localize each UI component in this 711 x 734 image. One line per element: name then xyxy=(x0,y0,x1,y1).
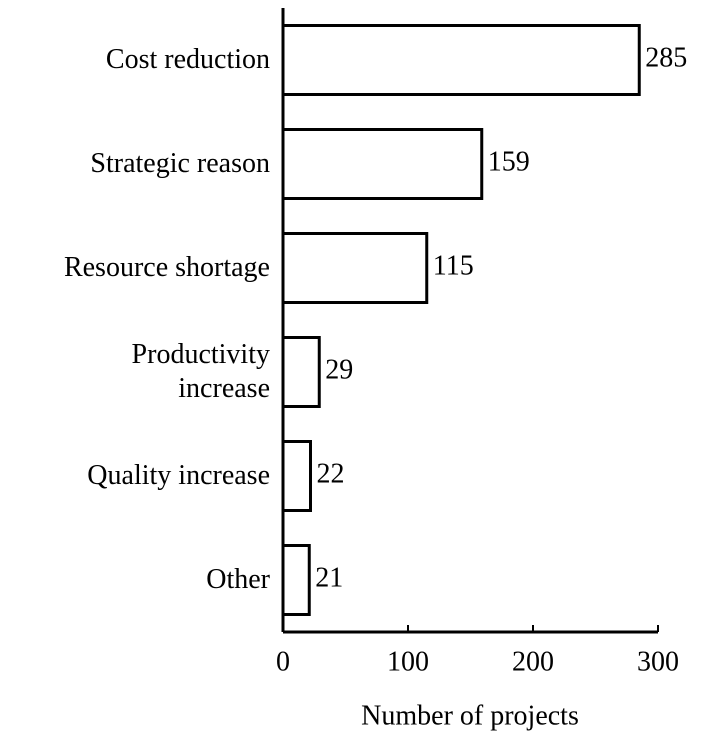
bar xyxy=(281,24,641,96)
value-label: 29 xyxy=(325,354,353,385)
bar xyxy=(281,544,311,616)
y-tick-label: Quality increase xyxy=(87,460,270,491)
y-tick-label: Cost reduction xyxy=(105,44,270,75)
x-tick-label: 300 xyxy=(637,646,679,677)
bar xyxy=(281,128,484,200)
value-label: 21 xyxy=(315,562,343,593)
bar xyxy=(281,336,321,408)
x-tick-label: 200 xyxy=(512,646,554,677)
value-label: 159 xyxy=(488,146,530,177)
y-tick-label: Resource shortage xyxy=(63,252,270,283)
x-axis-label: Number of projects xyxy=(361,700,579,731)
value-label: 22 xyxy=(317,458,345,489)
value-label: 285 xyxy=(645,42,687,73)
x-tick-label: 100 xyxy=(387,646,429,677)
y-tick-label: Other xyxy=(206,564,270,595)
bar xyxy=(281,232,429,304)
value-label: 115 xyxy=(433,250,474,281)
x-tick-label: 0 xyxy=(276,646,290,677)
y-tick-label: Strategic reason xyxy=(90,148,270,179)
y-tick-label: Productivity increase xyxy=(131,339,270,404)
bar xyxy=(281,440,312,512)
